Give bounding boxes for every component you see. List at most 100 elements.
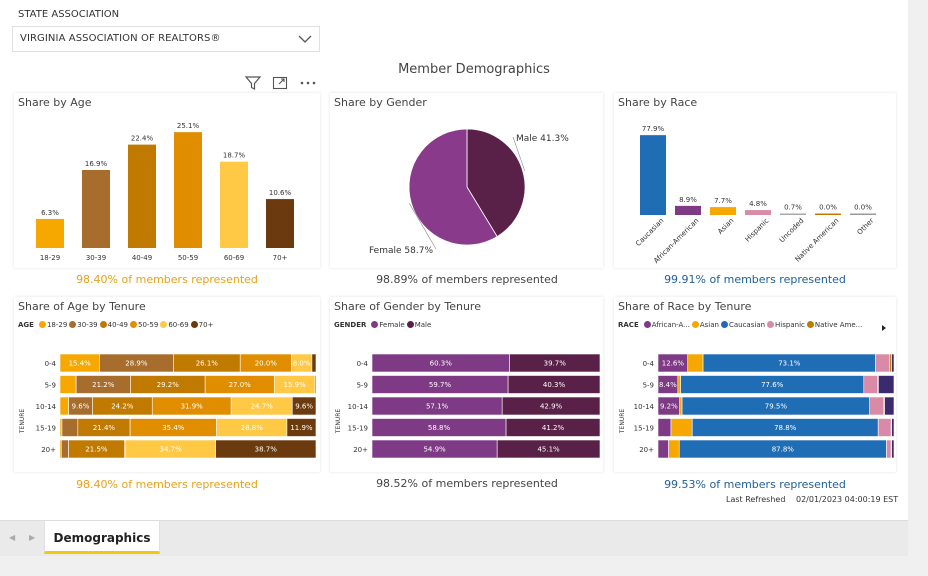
age-tenure-panel[interactable]: Share of Age by Tenure AGE 18-29 30-39 40-4…: [14, 297, 320, 472]
race-panel[interactable]: Share by Race 77.9% Caucasian 8.9% African-…: [614, 93, 896, 268]
nav-right-icon[interactable]: ▶: [29, 533, 36, 542]
stacked-segment-label: 78.8%: [774, 424, 797, 432]
stacked-segment: [60, 439, 69, 459]
legend-swatch: [38, 321, 46, 328]
legend-item[interactable]: 40-49: [107, 321, 128, 329]
tenure-axis-label: TENURE: [619, 409, 626, 435]
legend-swatch: [99, 321, 107, 328]
stacked-segment-label: 8.4%: [659, 381, 677, 389]
legend-swatch: [406, 321, 414, 328]
pie-slice-female: [408, 128, 498, 246]
race-bar: [745, 210, 771, 215]
stacked-segment: [668, 439, 680, 459]
gender-panel[interactable]: Share by Gender Male 41.3% Female 58.7%: [330, 93, 603, 268]
stacked-segment-label: 59.7%: [429, 381, 452, 389]
legend-item[interactable]: Native Ame...: [814, 321, 863, 329]
stacked-segment-label: 21.2%: [92, 381, 115, 389]
more-options-icon[interactable]: [298, 74, 318, 92]
race-bar: [675, 205, 701, 215]
stacked-segment: [877, 418, 892, 437]
age-bar-label: 6.3%: [41, 209, 59, 217]
stacked-segment: [314, 375, 317, 394]
stacked-segment-label: 57.1%: [426, 403, 449, 411]
race-tenure-panel[interactable]: Share of Race by Tenure RACE African-A...…: [614, 297, 896, 472]
tenure-tick-label: 15-19: [348, 425, 368, 433]
age-panel[interactable]: Share by Age 6.3% 18-29 16.9% 30-39 22.4% 40-…: [14, 93, 320, 268]
legend-item[interactable]: 70+: [198, 321, 214, 329]
legend-item[interactable]: 50-59: [137, 321, 159, 329]
race-bar-label: 7.7%: [714, 197, 732, 205]
age-tenure-stacked-chart: TENURE 0-4 15.4% 28.9% 26.1% 20.0% 8.0% 5-9 21.2…: [19, 353, 317, 459]
legend-title: GENDER: [334, 321, 367, 329]
stacked-segment: [878, 375, 895, 394]
legend-swatch: [691, 321, 699, 328]
stacked-segment: [215, 439, 317, 459]
stacked-segment-label: 12.6%: [662, 360, 685, 368]
legend-item[interactable]: 18-29: [46, 321, 68, 329]
stacked-segment-label: 9.6%: [72, 403, 90, 411]
legend-item[interactable]: Caucasian: [728, 321, 766, 329]
legend-item[interactable]: Hispanic: [775, 321, 805, 329]
tenure-tick-label: 0-4: [45, 360, 57, 368]
race-tick-label: Uncoded: [778, 217, 805, 244]
legend-swatch: [720, 321, 728, 328]
stacked-segment: [311, 353, 317, 373]
age-panel-title: Share by Age: [18, 96, 92, 109]
pie-label: Female 58.7%: [369, 246, 433, 256]
stacked-segment: [286, 418, 317, 437]
age-tick-label: 40-49: [132, 254, 152, 262]
chevron-down-icon: [298, 35, 312, 43]
nav-left-icon[interactable]: ◀: [9, 533, 16, 542]
filter-icon[interactable]: [243, 74, 263, 92]
stacked-segment-label: 77.6%: [761, 381, 784, 389]
tab-demographics[interactable]: Demographics: [44, 521, 160, 554]
report-canvas: STATE ASSOCIATION VIRGINIA ASSOCIATION O…: [0, 0, 908, 520]
race-bar: [640, 135, 666, 215]
age-bar-label: 10.6%: [269, 189, 292, 197]
stacked-segment-label: 28.9%: [125, 360, 148, 368]
gender-tenure-panel[interactable]: Share of Gender by Tenure GENDER Female Ma…: [330, 297, 603, 472]
legend-item[interactable]: 60-69: [168, 321, 189, 329]
race-represented: 99.91% of members represented: [664, 273, 846, 286]
legend-item[interactable]: Female: [379, 321, 405, 329]
stacked-segment-label: 45.1%: [537, 446, 560, 454]
age-tick-label: 70+: [273, 254, 288, 262]
stacked-segment-label: 58.8%: [428, 424, 451, 432]
stacked-segment: [291, 396, 317, 416]
stacked-segment-label: 35.4%: [162, 424, 185, 432]
legend-item[interactable]: Male: [414, 321, 432, 329]
gender-pie-chart: Male 41.3% Female 58.7%: [369, 128, 569, 256]
age-tick-label: 18-29: [40, 254, 60, 262]
stacked-segment-label: 15.9%: [283, 381, 306, 389]
stacked-segment: [505, 418, 601, 437]
race-tenure-stacked-chart: TENURE 0-4 12.6% 73.1% 5-9 8.4% 77.6% 10-14 9.2%…: [619, 353, 895, 459]
race-bar: [850, 213, 876, 215]
age-tenure-legend: AGE 18-29 30-39 40-49 50-59 60-69 70+: [18, 321, 213, 329]
stacked-segment-label: 21.4%: [93, 424, 116, 432]
race-tick-label: Hispanic: [744, 217, 771, 244]
legend-next-icon[interactable]: [880, 324, 888, 332]
legend-swatch: [129, 321, 137, 328]
stacked-segment-label: 29.2%: [157, 381, 180, 389]
age-bar-30-39: [82, 170, 110, 248]
race-tick-label: Other: [856, 217, 876, 237]
tenure-axis-label: TENURE: [335, 409, 342, 435]
race-bar-label: 4.8%: [749, 200, 767, 208]
stacked-segment: [869, 396, 885, 416]
legend-item[interactable]: 30-39: [77, 321, 98, 329]
stacked-segment-label: 26.1%: [196, 360, 219, 368]
legend-item[interactable]: African-A...: [651, 321, 690, 329]
focus-mode-icon[interactable]: [271, 74, 289, 92]
stacked-segment: [891, 353, 895, 373]
last-refreshed-value: 02/01/2023 04:00:19 EST: [796, 495, 899, 504]
legend-swatch: [767, 321, 775, 328]
stacked-segment-label: 15.4%: [69, 360, 92, 368]
state-association-dropdown[interactable]: VIRGINIA ASSOCIATION OF REALTORS®: [12, 26, 320, 52]
age-tick-label: 60-69: [224, 254, 244, 262]
stacked-segment-label: 38.7%: [255, 446, 278, 454]
legend-item[interactable]: Asian: [699, 321, 719, 329]
age-tick-label: 50-59: [178, 254, 198, 262]
tenure-tick-label: 5-9: [643, 382, 654, 390]
gender-tenure-legend: GENDER Female Male: [334, 321, 431, 329]
pie-slice-male: [466, 128, 526, 238]
